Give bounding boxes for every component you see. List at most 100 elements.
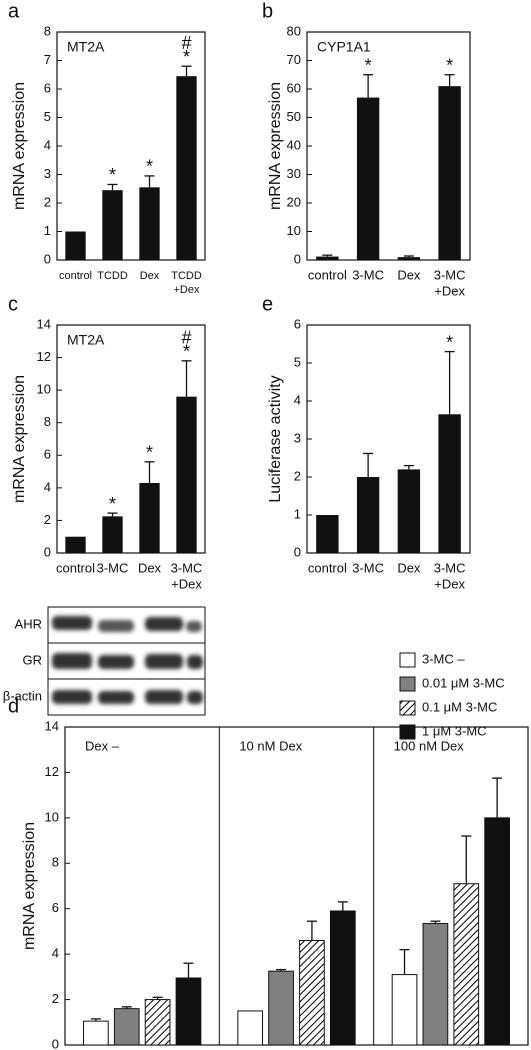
y-tick-label: 10 [45, 809, 59, 824]
legend-swatch [399, 700, 416, 716]
panel-label: a [8, 0, 20, 22]
y-tick-label: 0 [44, 544, 51, 559]
bar [139, 482, 160, 553]
legend-label: 3-MC – [422, 651, 465, 666]
bar [176, 76, 197, 260]
y-tick-label: 2 [44, 194, 51, 209]
x-tick-label: +Dex [174, 284, 200, 296]
plot-frame [56, 324, 206, 554]
bar [237, 1010, 264, 1046]
legend-label: 0.1 μM 3-MC [422, 699, 497, 714]
bar [102, 190, 123, 260]
y-tick-label: 3 [294, 430, 301, 445]
y-tick-label: 70 [287, 52, 301, 67]
x-tick-label: control [308, 560, 347, 575]
bar [316, 256, 339, 260]
bar [356, 97, 380, 260]
y-tick-label: 0 [52, 1036, 59, 1050]
bar [65, 231, 86, 260]
y-tick-label: 1 [44, 223, 51, 238]
y-tick-label: 14 [37, 316, 51, 331]
significance-mark: * [446, 332, 453, 352]
bar [438, 414, 461, 553]
y-tick-label: 20 [287, 194, 301, 209]
y-tick-label: 0 [294, 544, 301, 559]
x-tick-label: control [59, 270, 92, 282]
significance-mark: * [146, 157, 153, 177]
significance-mark: * [109, 494, 116, 514]
bar [453, 883, 480, 1046]
legend-swatch [399, 724, 416, 740]
bar [268, 970, 294, 1046]
bar [144, 999, 171, 1046]
x-tick-label: Dex [140, 270, 160, 282]
bar [397, 257, 421, 260]
y-tick-label: 12 [37, 349, 51, 364]
significance-mark: * [365, 56, 372, 76]
bar [113, 1008, 140, 1046]
y-tick-label: 4 [44, 479, 51, 494]
y-tick-label: 5 [44, 109, 51, 124]
y-tick-label: 12 [45, 764, 59, 779]
bar [316, 515, 339, 553]
y-axis-label: mRNA expression [11, 82, 28, 210]
x-tick-label: Dex [397, 560, 421, 575]
bar [329, 910, 356, 1046]
panel-label: e [262, 293, 273, 315]
significance-mark: * [146, 443, 153, 463]
blot-label: β-actin [3, 688, 42, 703]
panel-label: d [8, 695, 19, 717]
y-tick-label: 2 [52, 991, 59, 1006]
legend-swatch [399, 676, 416, 692]
y-tick-label: 7 [44, 52, 51, 67]
y-tick-label: 10 [37, 382, 51, 397]
y-axis-label: Luciferase activity [267, 375, 284, 502]
legend-label: 1 μM 3-MC [422, 723, 487, 738]
y-tick-label: 6 [294, 316, 301, 331]
panel-title: MT2A [67, 39, 105, 55]
x-tick-label: +Dex [171, 576, 202, 591]
y-tick-label: 6 [44, 447, 51, 462]
significance-mark: # [181, 33, 191, 53]
bar [356, 477, 380, 553]
y-tick-label: 30 [287, 166, 301, 181]
bar [65, 536, 86, 553]
panel-title: MT2A [67, 332, 105, 348]
y-tick-label: 10 [287, 223, 301, 238]
panel-title: CYP1A1 [317, 39, 371, 55]
western-blot [47, 606, 206, 716]
bar [438, 86, 461, 261]
bar [176, 396, 197, 553]
significance-mark: * [446, 56, 453, 76]
bar [397, 469, 421, 553]
bar [83, 1020, 109, 1046]
blot-label: GR [23, 652, 43, 667]
x-tick-label: control [56, 560, 95, 575]
y-tick-label: 40 [287, 137, 301, 152]
group-label: 100 nM Dex [394, 738, 465, 753]
x-tick-label: 3-MC [434, 267, 466, 282]
y-tick-label: 4 [52, 946, 59, 961]
y-tick-label: 1 [294, 506, 301, 521]
bar [175, 977, 202, 1046]
y-axis-label: mRNA expression [21, 822, 38, 950]
y-tick-label: 6 [52, 900, 59, 915]
y-axis-label: mRNA expression [11, 375, 28, 503]
x-tick-label: 3-MC [352, 267, 384, 282]
bar [422, 922, 449, 1046]
y-tick-label: 4 [294, 392, 301, 407]
x-tick-label: TCDD [171, 270, 202, 282]
group-label: 10 nM Dex [239, 738, 302, 753]
x-tick-label: +Dex [434, 283, 465, 298]
x-tick-label: 3-MC [97, 560, 129, 575]
significance-mark: # [181, 328, 191, 348]
y-tick-label: 80 [287, 23, 301, 38]
x-tick-label: TCDD [97, 270, 128, 282]
x-tick-label: control [308, 267, 347, 282]
y-tick-label: 4 [44, 137, 51, 152]
x-tick-label: Dex [397, 267, 421, 282]
y-tick-label: 8 [44, 414, 51, 429]
y-axis-label: mRNA expression [267, 82, 284, 210]
y-tick-label: 60 [287, 80, 301, 95]
